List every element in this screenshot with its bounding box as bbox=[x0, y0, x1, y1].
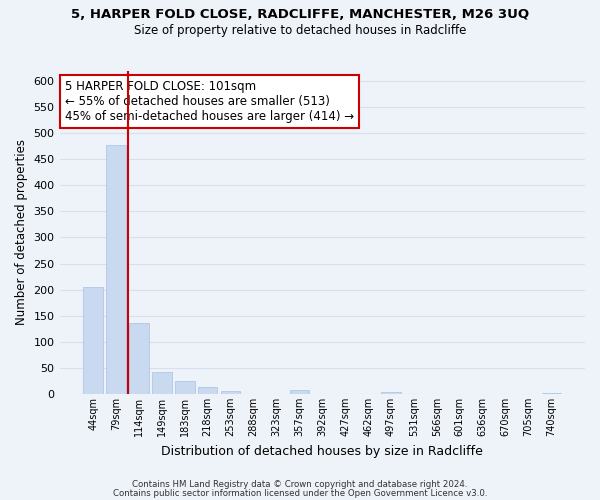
Bar bbox=[381, 392, 401, 394]
Bar bbox=[129, 322, 149, 394]
Bar bbox=[152, 372, 172, 394]
Text: Contains public sector information licensed under the Open Government Licence v3: Contains public sector information licen… bbox=[113, 488, 487, 498]
Text: Contains HM Land Registry data © Crown copyright and database right 2024.: Contains HM Land Registry data © Crown c… bbox=[132, 480, 468, 489]
Bar bbox=[221, 392, 241, 394]
Bar bbox=[175, 381, 194, 394]
Text: 5 HARPER FOLD CLOSE: 101sqm
← 55% of detached houses are smaller (513)
45% of se: 5 HARPER FOLD CLOSE: 101sqm ← 55% of det… bbox=[65, 80, 354, 123]
Bar bbox=[83, 287, 103, 394]
Bar bbox=[290, 390, 309, 394]
X-axis label: Distribution of detached houses by size in Radcliffe: Distribution of detached houses by size … bbox=[161, 444, 483, 458]
Text: Size of property relative to detached houses in Radcliffe: Size of property relative to detached ho… bbox=[134, 24, 466, 37]
Text: 5, HARPER FOLD CLOSE, RADCLIFFE, MANCHESTER, M26 3UQ: 5, HARPER FOLD CLOSE, RADCLIFFE, MANCHES… bbox=[71, 8, 529, 20]
Bar bbox=[198, 386, 217, 394]
Bar bbox=[106, 145, 126, 394]
Y-axis label: Number of detached properties: Number of detached properties bbox=[15, 140, 28, 326]
Bar bbox=[542, 393, 561, 394]
